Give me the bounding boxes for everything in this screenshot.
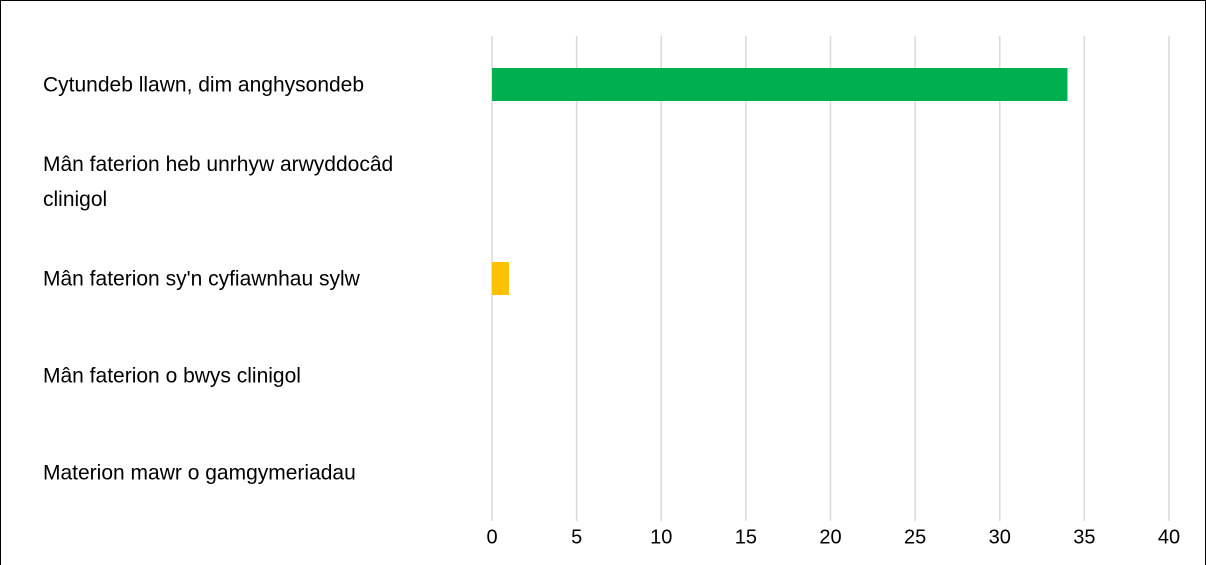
x-tick-label: 25 xyxy=(904,526,926,548)
x-tick-label: 0 xyxy=(486,526,497,548)
x-tick-label: 35 xyxy=(1073,526,1095,548)
y-tick-label: Mân faterion sy'n cyfiawnhau sylw xyxy=(43,267,360,290)
x-tick-label: 15 xyxy=(735,526,757,548)
y-tick-label: Mân faterion o bwys clinigol xyxy=(43,364,301,387)
bar xyxy=(492,262,509,295)
y-tick-label: Cytundeb llawn, dim anghysondeb xyxy=(43,73,365,96)
y-tick-label: Mân faterion heb unrhyw arwyddocâd clini… xyxy=(43,152,394,211)
y-tick-label: Materion mawr o gamgymeriadau xyxy=(43,461,356,484)
x-tick-label: 20 xyxy=(819,526,841,548)
x-tick-label: 40 xyxy=(1158,526,1180,548)
x-tick-label: 10 xyxy=(650,526,672,548)
x-tick-label: 30 xyxy=(989,526,1011,548)
bar xyxy=(492,68,1068,101)
x-tick-label: 5 xyxy=(571,526,582,548)
